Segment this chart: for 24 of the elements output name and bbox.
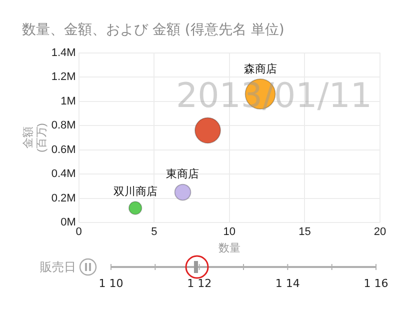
y-axis-title: 金額 (百万) xyxy=(22,123,48,152)
text: 1 10 xyxy=(98,277,124,290)
x-tick-label: 5 xyxy=(151,226,158,238)
x-tick-label: 0 xyxy=(76,226,82,238)
y-tick-label: 1M xyxy=(60,95,76,108)
y-tick-label: 0.2M xyxy=(51,192,76,204)
x-tick-label: 10 xyxy=(223,226,236,238)
text: 1 12 xyxy=(187,277,212,290)
text: 1 14 xyxy=(275,277,300,290)
series-label: 双川商店 xyxy=(113,185,158,198)
y-tick-label: 0.4M xyxy=(51,168,76,180)
y-tick-label: 1.2M xyxy=(51,71,76,84)
y-tick-label: 0.6M xyxy=(51,144,76,156)
x-tick-label: 15 xyxy=(298,226,311,238)
text: 1 16 xyxy=(364,277,388,290)
y-tick-label: 1.4M xyxy=(51,46,76,59)
y-tick-label: 0M xyxy=(60,216,76,229)
text: 販売日 xyxy=(40,259,76,276)
series-label: 森商店 xyxy=(244,62,277,76)
x-tick-label: 20 xyxy=(374,226,386,238)
x-axis-title: 数量 xyxy=(218,242,240,254)
chart-title: 数量、金額、および 金額 (得意先名 単位) xyxy=(22,22,284,38)
y-tick-label: 0.8M xyxy=(51,120,76,132)
series-label: 東商店 xyxy=(166,168,200,181)
